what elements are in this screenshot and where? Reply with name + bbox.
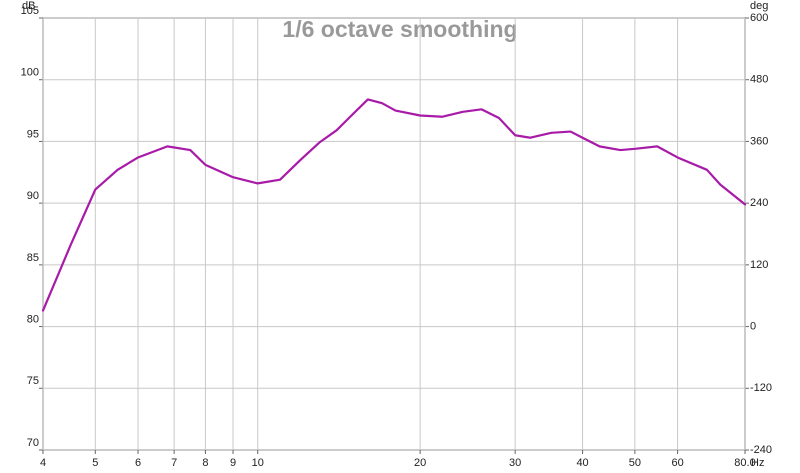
plot-area (42, 17, 746, 451)
x-tick-label: 50 (629, 457, 641, 469)
x-tick-label: 20 (414, 457, 426, 469)
x-tick-label: 7 (171, 457, 177, 469)
y2-tick-label: -240 (750, 444, 772, 456)
y2-tick-label: 0 (750, 320, 756, 332)
x-tick-label: 5 (92, 457, 98, 469)
y-tick-label: 85 (27, 252, 39, 264)
y2-tick-label: 480 (750, 74, 768, 86)
x-tick-label: 9 (230, 457, 236, 469)
y2-tick-label: 360 (750, 135, 768, 147)
y2-axis-label: deg (750, 0, 768, 12)
x-axis-label: Hz (751, 457, 764, 469)
y-tick-label: 105 (21, 5, 39, 17)
x-tick-label: 10 (252, 457, 264, 469)
x-tick-label: 8 (202, 457, 208, 469)
x-tick-label: 40 (576, 457, 588, 469)
y-tick-label: 70 (27, 437, 39, 449)
y-tick-label: 90 (27, 190, 39, 202)
x-tick-label: 6 (135, 457, 141, 469)
y-tick-label: 80 (27, 313, 39, 325)
y-tick-label: 95 (27, 128, 39, 140)
x-tick-label: 30 (509, 457, 521, 469)
y-axis-label: dB (22, 0, 35, 12)
chart-title: 1/6 octave smoothing (282, 16, 517, 42)
x-tick-label: 60 (671, 457, 683, 469)
y-tick-label: 75 (27, 375, 39, 387)
x-tick-label: 4 (40, 457, 46, 469)
y2-tick-label: 120 (750, 259, 768, 271)
line-series (41, 98, 747, 312)
x-tick-label: 80.0 (734, 457, 755, 469)
y2-tick-label: 240 (750, 197, 768, 209)
y2-tick-label: -120 (750, 382, 772, 394)
y-tick-label: 100 (21, 67, 39, 79)
y2-tick-label: 600 (750, 12, 768, 24)
